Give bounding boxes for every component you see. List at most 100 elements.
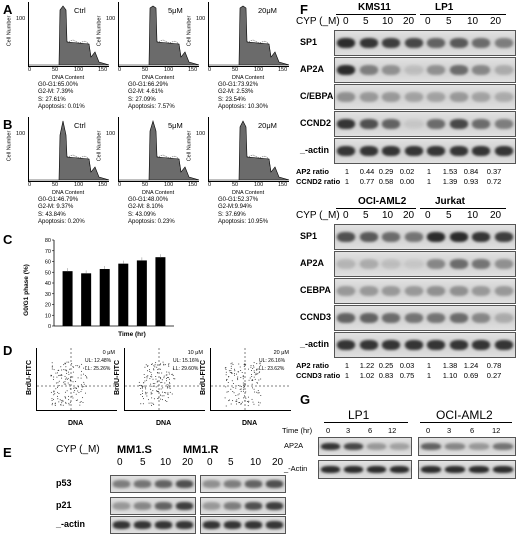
blot-band bbox=[390, 465, 409, 474]
panel-b-histogram-2: Cell Number 100 0 50 100 150 DNA Content 5μM G0-… bbox=[96, 117, 202, 229]
histogram-stat-line: Apoptosis: 0.23% bbox=[128, 218, 175, 225]
histogram-curve bbox=[119, 5, 199, 66]
panel-c-bar-chart: 0 10 20 30 40 50 60 70 80 G0/G1 phase (%) Time (… bbox=[23, 238, 174, 338]
histogram-stat-line: G0-G1:73.92% bbox=[218, 82, 259, 88]
panel-e-dose: 0 bbox=[117, 457, 123, 468]
panel-e-dose: 0 bbox=[207, 457, 213, 468]
blot-band bbox=[382, 91, 401, 103]
histogram-xtick: 100 bbox=[74, 182, 84, 188]
scatter-ul: UL: 15.16% bbox=[173, 358, 200, 364]
panel-f-top-blot-2 bbox=[334, 57, 516, 83]
panel-f-top-ratio-value: 0.58 bbox=[378, 177, 394, 186]
blot-band bbox=[494, 118, 513, 130]
histogram-title: 5μM bbox=[168, 121, 183, 130]
blot-band bbox=[224, 480, 241, 488]
panel-e-row-label-1: p53 bbox=[56, 478, 72, 488]
chart-c-xlabel: Time (hr) bbox=[118, 331, 146, 338]
blot-band bbox=[494, 145, 513, 157]
histogram-xtick: 100 bbox=[254, 182, 264, 188]
blot-band bbox=[321, 442, 340, 451]
blot-band bbox=[494, 91, 513, 103]
blot-band bbox=[382, 37, 401, 49]
panel-f-top-group-1: KMS11 bbox=[358, 2, 391, 13]
panel-f-top-ratio-value: 1.39 bbox=[442, 177, 458, 186]
histogram-ylabel: Cell Number bbox=[186, 130, 193, 162]
scatter-frame: 20 μM UL: 26.16% LL: 23.62% bbox=[210, 348, 291, 411]
panel-f-top-row-label-2: AP2A bbox=[300, 64, 325, 74]
panel-f-bottom-ratio-value: 1 bbox=[344, 361, 350, 370]
blot-band bbox=[472, 145, 491, 157]
panel-e-row-label-3: _-actin bbox=[56, 519, 86, 529]
histogram-stats: G0-G1:73.92% G2-M: 2.53% S: 23.54% Apoptosi… bbox=[218, 82, 268, 111]
panel-a-histogram-3: Cell Number 100 0 50 100 150 DNA Content 20μM G0… bbox=[186, 2, 292, 114]
blot-band bbox=[472, 231, 491, 243]
chart-c-bar-4 bbox=[118, 263, 129, 326]
panel-label-f: F bbox=[300, 2, 308, 17]
blot-band bbox=[404, 285, 423, 297]
blot-band bbox=[445, 442, 465, 451]
panel-g-group-1-line bbox=[324, 422, 408, 423]
blot-band bbox=[337, 64, 356, 76]
blot-band bbox=[344, 465, 363, 474]
blot-band bbox=[359, 91, 378, 103]
blot-band bbox=[427, 258, 446, 270]
panel-f-top-dose: 10 bbox=[467, 16, 479, 27]
panel-e-blot-1-mm1s bbox=[110, 475, 196, 493]
panel-f-top-group-1-line bbox=[336, 14, 416, 15]
blot-band bbox=[449, 145, 468, 157]
histogram-ytick: 100 bbox=[16, 131, 26, 137]
blot-band bbox=[245, 480, 262, 488]
chart-c-bar-3 bbox=[99, 269, 110, 326]
panel-f-bottom-ratio-value: 0.75 bbox=[399, 371, 415, 380]
scatter-frame: 10 μM UL: 15.16% LL: 29.60% bbox=[124, 348, 205, 411]
blot-band bbox=[427, 145, 446, 157]
panel-f-top-ratio-label-1: AP2 ratio bbox=[296, 167, 329, 176]
panel-f-bottom-blot-5 bbox=[334, 332, 516, 358]
blot-band bbox=[445, 465, 465, 474]
blot-band bbox=[472, 37, 491, 49]
blot-band bbox=[224, 502, 241, 510]
panel-f-top-row-label-4: CCND2 bbox=[300, 118, 332, 128]
histogram-ylabel: Cell Number bbox=[6, 130, 13, 162]
blot-band bbox=[427, 285, 446, 297]
histogram-stat-line: S: 37.69% bbox=[218, 211, 246, 218]
histogram-stats: G0-G1:48.00% G2-M: 8.10% S: 43.09% Apoptosi… bbox=[128, 197, 175, 226]
blot-band bbox=[427, 231, 446, 243]
histogram-stats: G0-G1:65.00% G2-M: 7.39% S: 27.61% Apoptosi… bbox=[38, 82, 85, 111]
histogram-frame bbox=[208, 2, 289, 67]
blot-band bbox=[390, 442, 409, 451]
histogram-xtick: 150 bbox=[188, 67, 198, 73]
blot-band bbox=[421, 465, 441, 474]
blot-band bbox=[176, 502, 193, 510]
blot-band bbox=[113, 521, 130, 529]
blot-band bbox=[427, 339, 446, 351]
blot-band bbox=[113, 480, 130, 488]
panel-g-time: 3 bbox=[447, 426, 452, 435]
blot-band bbox=[359, 64, 378, 76]
blot-band bbox=[494, 312, 513, 324]
histogram-xtick: 50 bbox=[52, 182, 59, 188]
panel-e-dose: 5 bbox=[228, 457, 234, 468]
scatter-xlabel: DNA bbox=[242, 420, 258, 427]
blot-band bbox=[472, 258, 491, 270]
blot-band bbox=[359, 285, 378, 297]
panel-f-bottom-dose: 0 bbox=[343, 210, 349, 221]
blot-band bbox=[382, 145, 401, 157]
panel-a-histogram-1: Cell Number 100 0 50 100 150 DNA Content Ctrl G0… bbox=[6, 2, 112, 114]
histogram-stat-line: S: 27.61% bbox=[38, 96, 66, 103]
blot-band bbox=[337, 231, 356, 243]
panel-e-blot-3-mm1s bbox=[110, 516, 196, 534]
panel-f-top-dose: 10 bbox=[382, 16, 394, 27]
panel-b-histogram-3: Cell Number 100 0 50 100 150 DNA Content 20μM G0… bbox=[186, 117, 292, 229]
scatter-xlabel: DNA bbox=[68, 420, 84, 427]
panel-e-dose: 20 bbox=[272, 457, 284, 468]
chart-c-ytick-label: 0 bbox=[48, 324, 51, 330]
blot-band bbox=[449, 231, 468, 243]
blot-band bbox=[367, 442, 386, 451]
histogram-stat-line: G2-M: 9.37% bbox=[38, 204, 74, 211]
histogram-stat-line: G2-M: 2.53% bbox=[218, 89, 254, 96]
blot-band bbox=[493, 465, 513, 474]
histogram-stat-line: S: 43.84% bbox=[38, 211, 66, 218]
scatter-title: 0 μM bbox=[102, 350, 115, 356]
histogram-stats: G0-G1:46.79% G2-M: 9.37% S: 43.84% Apoptosi… bbox=[38, 197, 85, 226]
